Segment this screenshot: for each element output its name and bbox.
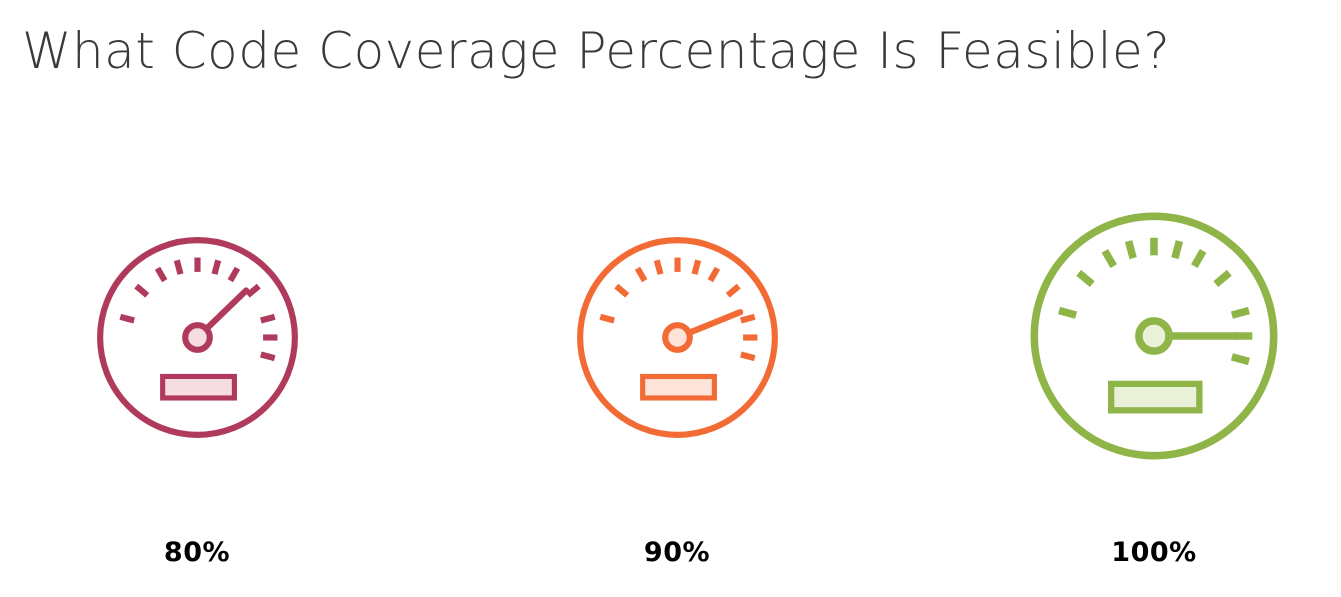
gauge-tick [1076,269,1095,288]
gauge-hub [182,322,213,353]
gauge-tick [1230,353,1250,366]
gauge-hub [662,322,693,353]
gauge-tick [1124,240,1137,260]
gauge-tick [1101,248,1117,269]
gauge-tick [1171,240,1184,260]
gauge-tick [740,351,756,362]
gauge-tick [211,259,222,275]
gauge-tick [614,283,630,298]
gauge-rim [97,237,298,438]
gauge-tick [725,283,741,298]
gauge-tick [134,283,150,298]
gauge-rim [577,237,778,438]
gauge-tick [599,313,615,324]
gauge-display [640,373,717,401]
gauge-tick [1058,306,1078,319]
speedometer-icon-100 [1030,212,1278,460]
gauge-tick [653,259,664,275]
gauge-tick [260,351,276,362]
speedometer-icon-90 [577,237,778,438]
gauge-tick [260,313,276,324]
gauge-tick [154,266,168,283]
gauge-label-80: 80% [163,537,231,568]
slide-title: What Code Coverage Percentage Is Feasibl… [22,22,1171,80]
gauge-tick [691,259,702,275]
gauge-label-100: 100% [1111,537,1197,568]
gauge-tick [1213,269,1232,288]
gauge-tick [1230,306,1250,319]
gauge-label-90: 90% [643,537,711,568]
gauge-hub [1135,317,1173,355]
gauge-tick [1191,248,1207,269]
gauge-tick [173,259,184,275]
gauge-tick [245,283,261,298]
gauge-display [1108,380,1203,414]
gauge-display [160,373,237,401]
gauge-tick [227,266,241,283]
gauge-tick [119,313,135,324]
gauge-tick [740,313,756,324]
gauge-rim [1030,212,1278,460]
gauge-tick [634,266,648,283]
gauge-tick [707,266,721,283]
speedometer-icon-80 [97,237,298,438]
